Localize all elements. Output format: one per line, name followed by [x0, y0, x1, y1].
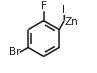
Text: Br: Br	[9, 47, 20, 57]
Text: I: I	[62, 5, 65, 15]
Text: Zn: Zn	[64, 17, 78, 27]
Text: F: F	[41, 1, 47, 11]
